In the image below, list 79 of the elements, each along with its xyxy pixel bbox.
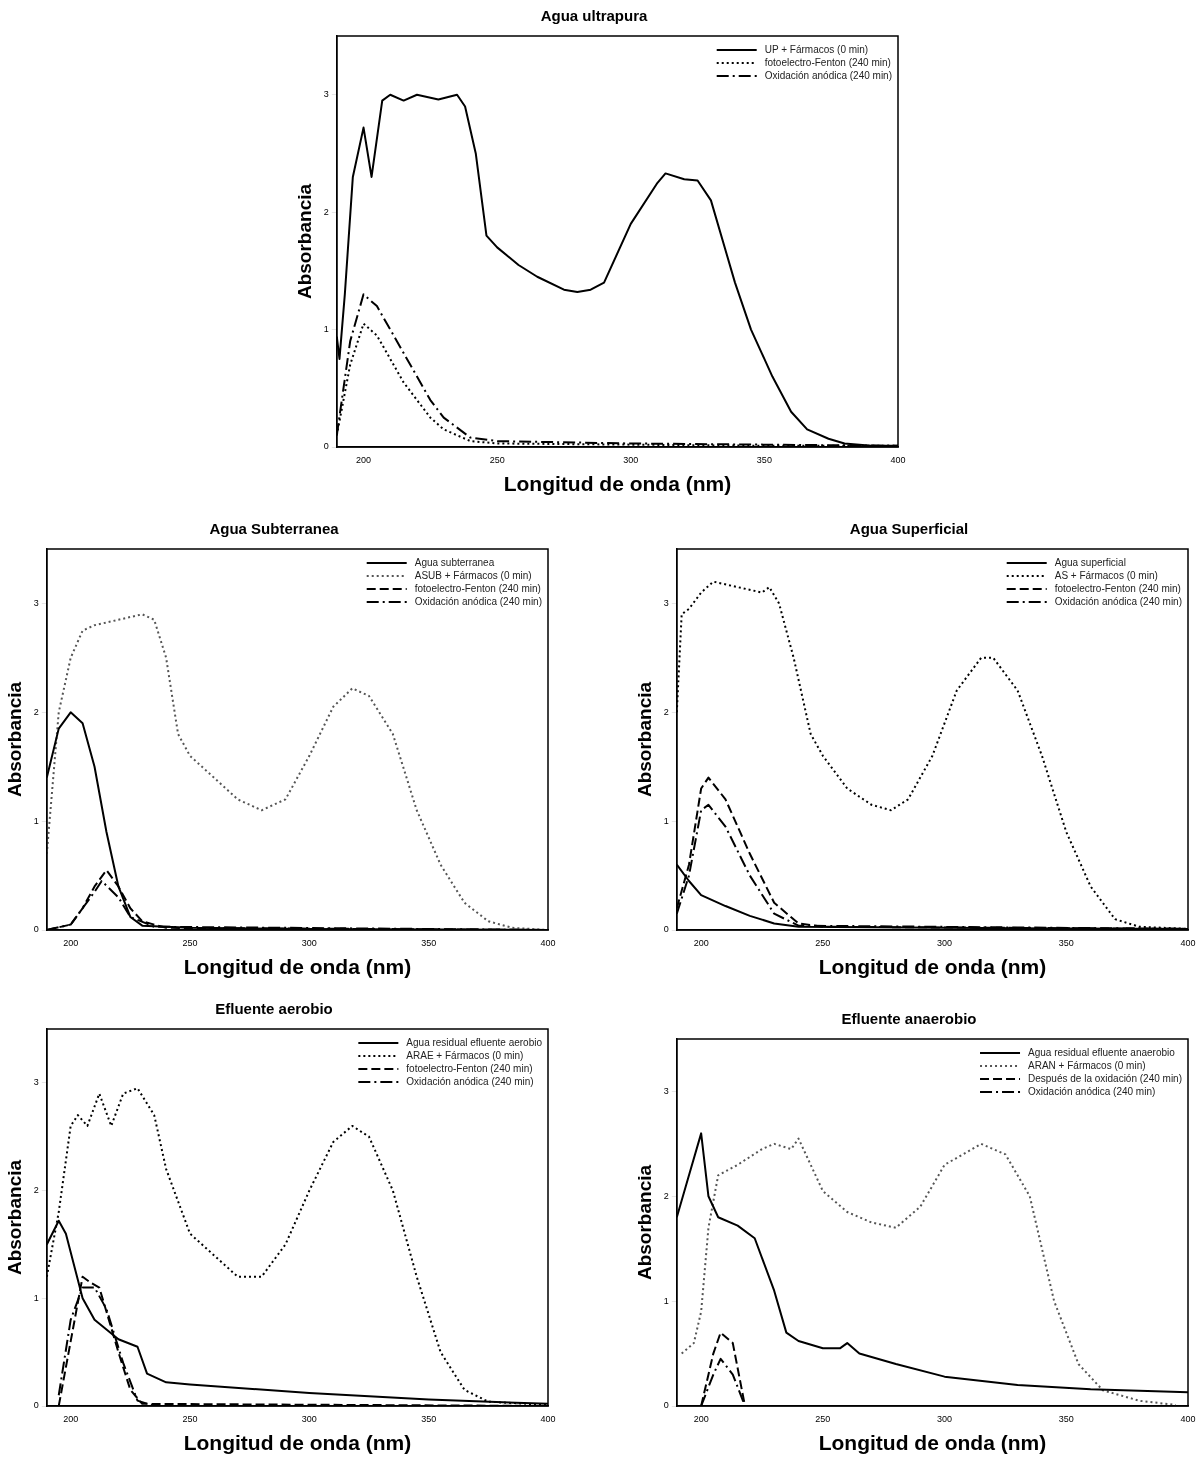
x-tick-label: 250 — [182, 1413, 198, 1424]
legend-label: Agua superficial — [1054, 556, 1126, 568]
y-axis-title: Absorbancia — [3, 1159, 25, 1276]
legend-label: Agua residual efluente aerobio — [406, 1036, 543, 1048]
x-tick-label: 250 — [815, 1413, 831, 1424]
y-tick-label: 2 — [33, 706, 39, 717]
y-tick-label: 2 — [663, 1190, 669, 1201]
legend-label: Oxidación anódica (240 min) — [1028, 1085, 1156, 1097]
y-tick-label: 1 — [663, 815, 669, 826]
y-tick-label: 0 — [33, 1400, 39, 1411]
x-tick-label: 200 — [63, 937, 79, 948]
legend-label: AS + Fármacos (0 min) — [1054, 569, 1158, 581]
y-axis-title: Absorbancia — [293, 183, 315, 300]
chart-title: Efluente aerobio — [215, 1000, 333, 1018]
legend-label: Agua residual efluente anaerobio — [1028, 1046, 1176, 1058]
x-tick-label: 350 — [1058, 937, 1074, 948]
y-tick-label: 0 — [663, 924, 669, 935]
y-tick-label: 2 — [33, 1185, 39, 1196]
x-tick-label: 350 — [421, 937, 437, 948]
legend-label: ARAN + Fármacos (0 min) — [1028, 1059, 1146, 1071]
y-tick-label: 2 — [663, 706, 669, 717]
x-axis-title: Longitud de onda (nm) — [183, 955, 412, 979]
chart-title: Efluente anaerobio — [841, 1010, 977, 1028]
y-tick-label: 3 — [33, 597, 39, 608]
y-tick-label: 3 — [663, 597, 669, 608]
legend-label: fotoelectro-Fenton (240 min) — [414, 582, 541, 594]
x-tick-label: 300 — [301, 1413, 317, 1424]
legend-label: ARAE + Fármacos (0 min) — [406, 1049, 524, 1061]
x-tick-label: 200 — [356, 454, 372, 465]
y-tick-label: 2 — [323, 206, 329, 217]
x-axis-title: Longitud de onda (nm) — [818, 955, 1047, 979]
x-tick-label: 400 — [540, 1413, 556, 1424]
x-tick-label: 250 — [182, 937, 198, 948]
x-tick-label: 300 — [301, 937, 317, 948]
legend-label: UP + Fármacos (0 min) — [764, 43, 869, 55]
y-tick-label: 1 — [33, 815, 39, 826]
x-tick-label: 350 — [1058, 1413, 1074, 1424]
legend-label: fotoelectro-Fenton (240 min) — [764, 56, 891, 68]
x-tick-label: 400 — [540, 937, 556, 948]
x-tick-label: 200 — [63, 1413, 79, 1424]
legend-label: Oxidación anódica (240 min) — [1054, 595, 1183, 607]
legend-label: ASUB + Fármacos (0 min) — [414, 569, 532, 581]
x-tick-label: 300 — [937, 937, 953, 948]
x-tick-label: 400 — [890, 454, 906, 465]
legend-label: fotoelectro-Fenton (240 min) — [1054, 582, 1181, 594]
legend-label: Oxidación anódica (240 min) — [764, 69, 893, 81]
legend-label: Oxidación anódica (240 min) — [414, 595, 543, 607]
chart-title: Agua ultrapura — [540, 7, 648, 25]
y-tick-label: 0 — [663, 1400, 669, 1411]
chart-title: Agua Subterranea — [209, 520, 340, 538]
x-tick-label: 400 — [1180, 1413, 1196, 1424]
y-axis-title: Absorbancia — [3, 681, 25, 798]
y-tick-label: 1 — [323, 324, 329, 335]
y-tick-label: 0 — [323, 441, 329, 452]
y-tick-label: 1 — [33, 1292, 39, 1303]
x-tick-label: 350 — [756, 454, 772, 465]
x-tick-label: 350 — [421, 1413, 437, 1424]
x-tick-label: 200 — [693, 1413, 709, 1424]
y-axis-title: Absorbancia — [633, 681, 655, 798]
x-tick-label: 400 — [1180, 937, 1196, 948]
x-tick-label: 250 — [489, 454, 505, 465]
y-tick-label: 3 — [663, 1085, 669, 1096]
y-tick-label: 3 — [33, 1077, 39, 1088]
legend-label: Después de la oxidación (240 min) — [1028, 1072, 1183, 1084]
legend-label: Oxidación anódica (240 min) — [406, 1075, 534, 1087]
legend-label: Agua subterranea — [414, 556, 495, 568]
x-axis-title: Longitud de onda (nm) — [503, 472, 732, 496]
x-axis-title: Longitud de onda (nm) — [818, 1431, 1047, 1455]
x-tick-label: 300 — [623, 454, 639, 465]
chart-title: Agua Superficial — [849, 520, 969, 538]
y-tick-label: 3 — [323, 89, 329, 100]
x-tick-label: 300 — [937, 1413, 953, 1424]
y-axis-title: Absorbancia — [633, 1164, 655, 1281]
legend-label: fotoelectro-Fenton (240 min) — [406, 1062, 533, 1074]
x-tick-label: 250 — [815, 937, 831, 948]
x-axis-title: Longitud de onda (nm) — [183, 1431, 412, 1455]
y-tick-label: 0 — [33, 924, 39, 935]
y-tick-label: 1 — [663, 1295, 669, 1306]
x-tick-label: 200 — [693, 937, 709, 948]
